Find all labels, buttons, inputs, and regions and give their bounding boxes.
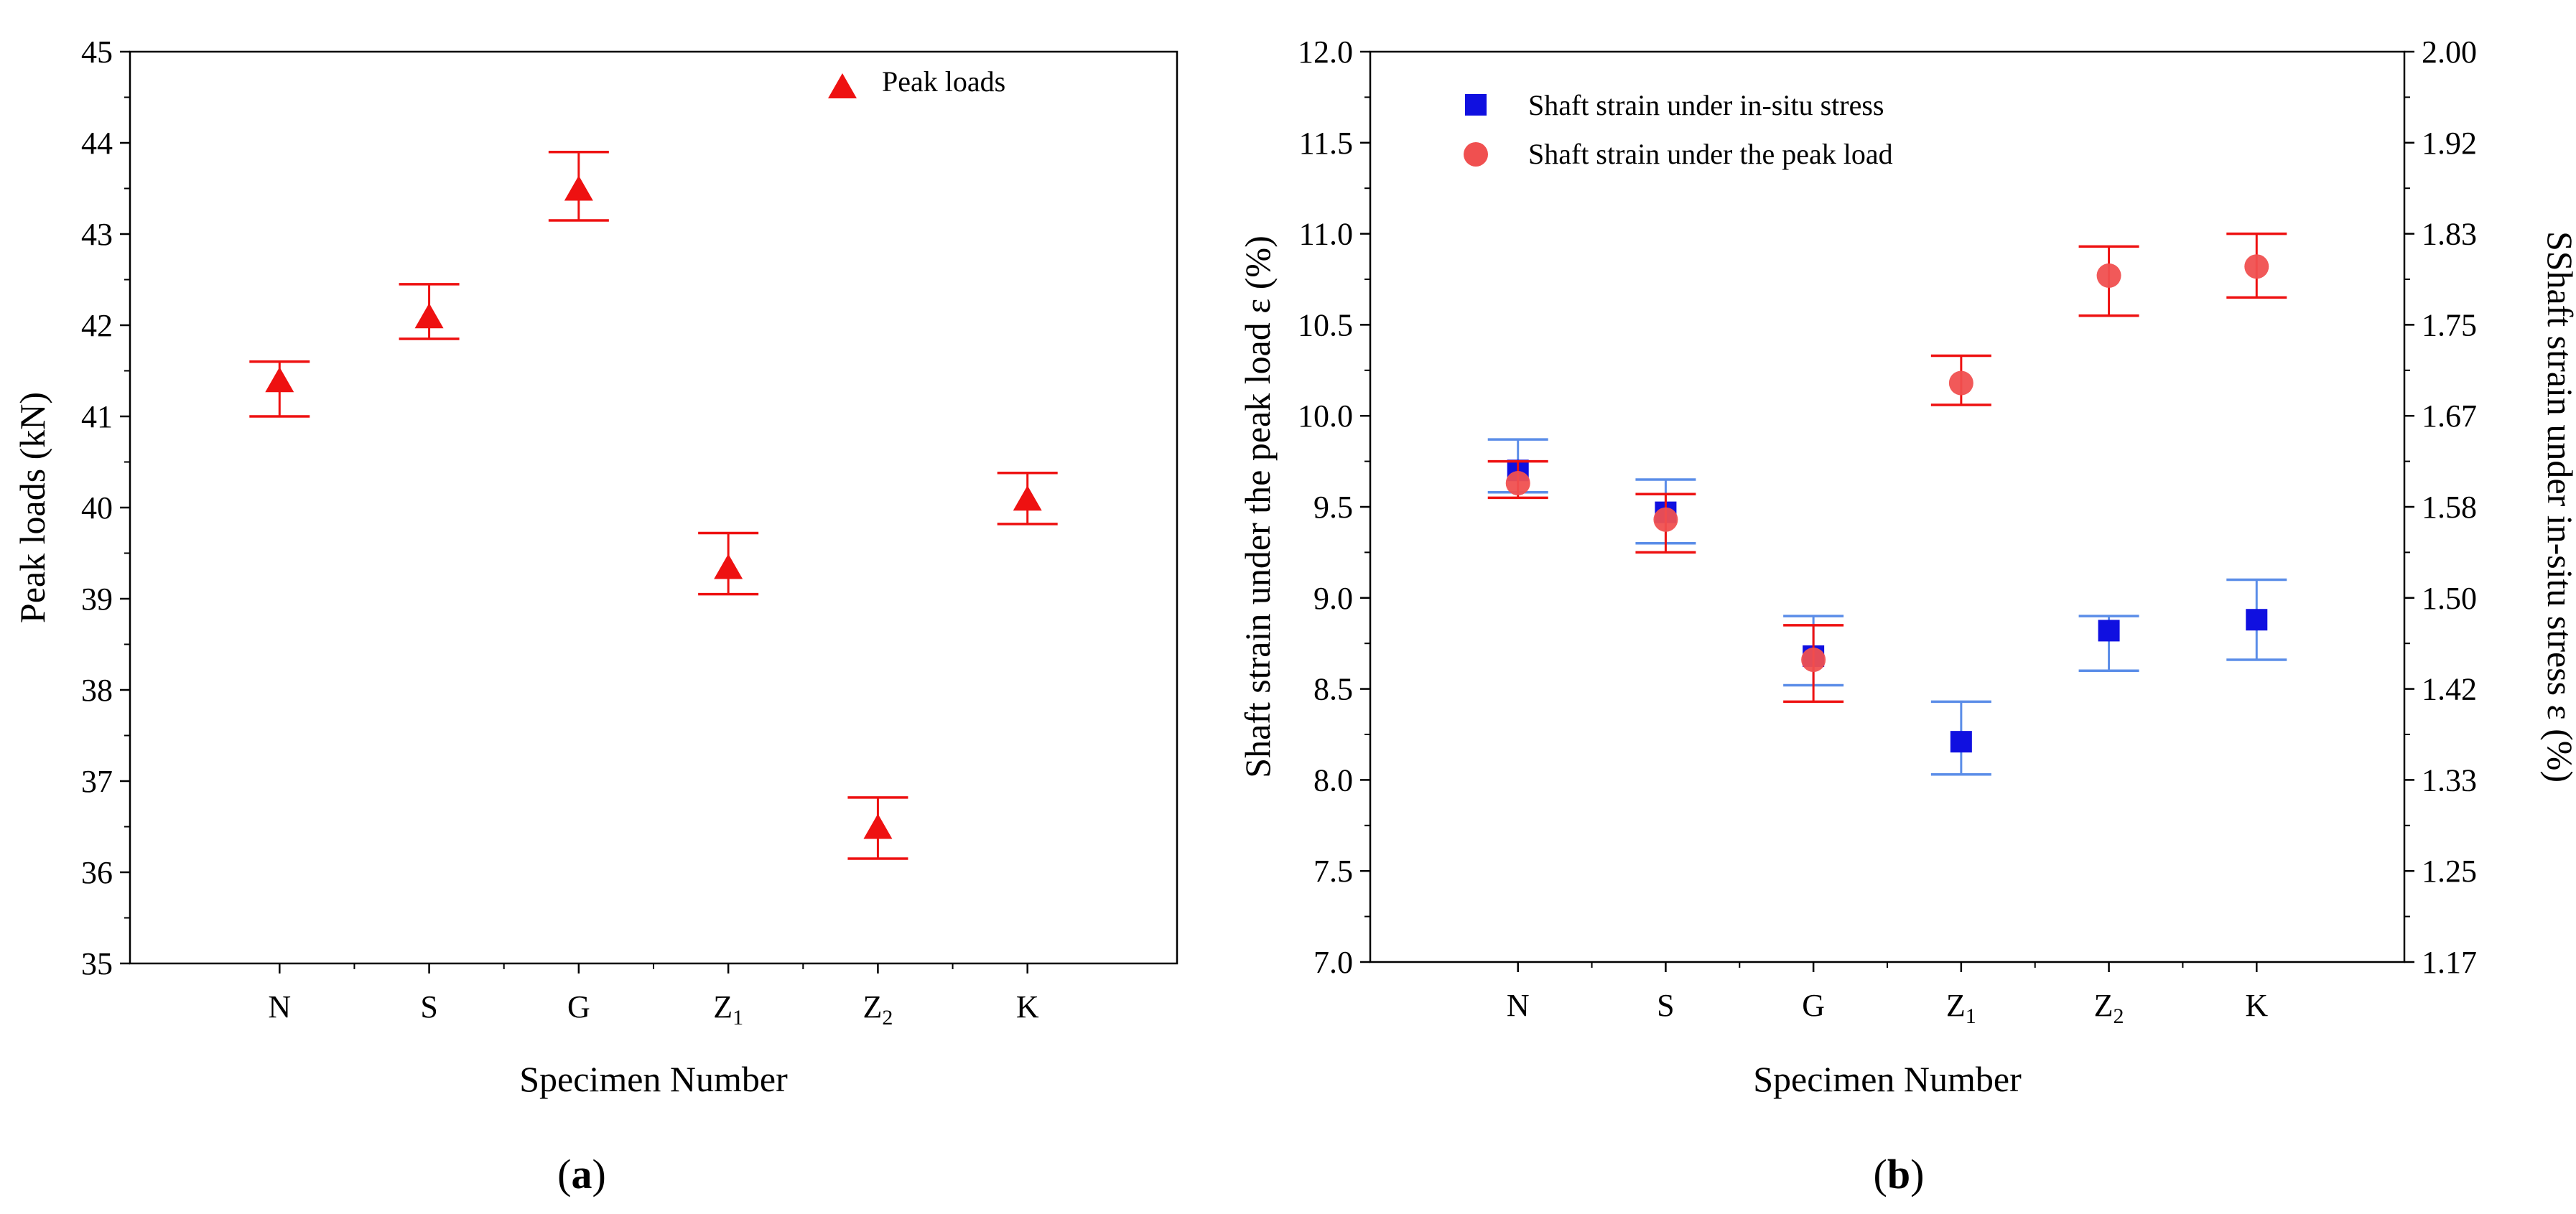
- panel-b-s1-point-1: [1653, 507, 1678, 532]
- panel-b-x-tick-label-4: Z2: [2094, 988, 2124, 1028]
- panel-a: 35 36 37 38 39 40 41 42 43 44 45 N S G Z1 Z2 K Peak loa…: [12, 34, 1178, 1197]
- panel-a-y-tick-label-10: 45: [81, 34, 113, 70]
- panel-b-y-tick-label-0: 7.0: [1313, 945, 1353, 980]
- panel-b-x-tick-label-3: Z1: [1946, 988, 1976, 1028]
- panel-a-y-tick-label-5: 40: [81, 490, 113, 526]
- panel-b-y-tick-label-10: 12.0: [1298, 34, 1353, 70]
- panel-a-y-tick-label-2: 37: [81, 764, 113, 799]
- panel-b-y2-tick-label-2: 1.33: [2422, 762, 2477, 798]
- panel-b-s0-point-5: [2246, 609, 2268, 631]
- panel-b-x-ticks: N S G Z1 Z2 K: [1507, 962, 2268, 1028]
- panel-b-y2-axis-label: SShaft strain under in-situ stress ε (%): [2540, 231, 2576, 783]
- panel-b-y-tick-label-7: 10.5: [1298, 307, 1353, 342]
- panel-a-legend-triangle: [828, 73, 857, 98]
- panel-b-legend-label-1: Shaft strain under in-situ stress: [1528, 89, 1884, 121]
- panel-b-x-axis-label: Specimen Number: [1753, 1059, 2022, 1099]
- panel-b-x-tick-label-2: G: [1802, 988, 1825, 1023]
- panel-a-y-tick-label-0: 35: [81, 946, 113, 981]
- panel-a-x-tick-label-3: Z1: [713, 989, 743, 1029]
- panel-b-label: (b): [1874, 1151, 1925, 1197]
- panel-b-s0-point-3: [1950, 731, 1972, 753]
- panel-a-y-tick-label-4: 39: [81, 582, 113, 617]
- panel-a-s0-point-1: [414, 303, 444, 329]
- panel-b-s1-point-3: [1948, 370, 1973, 396]
- panel-b-y-tick-label-2: 8.0: [1313, 762, 1353, 798]
- panel-a-s0-point-5: [1013, 485, 1042, 511]
- panel-a-y-axis-label: Peak loads (kN): [12, 392, 52, 623]
- panel-a-x-tick-label-2: G: [567, 989, 590, 1024]
- panel-b-legend-circle: [1464, 142, 1488, 167]
- panel-a-s0-point-2: [564, 175, 593, 201]
- panel-b-y-tick-label-9: 11.5: [1299, 126, 1353, 161]
- panel-b-y-tick-label-6: 10.0: [1298, 398, 1353, 434]
- panel-b-y-tick-label-5: 9.5: [1313, 490, 1353, 525]
- panel-a-y-tick-label-8: 43: [81, 217, 113, 252]
- panel-b-y-axis-label: Shaft strain under the peak load ε (%): [1237, 235, 1278, 778]
- panel-b-y2-tick-label-5: 1.58: [2422, 490, 2477, 525]
- panel-b-y-tick-label-4: 9.0: [1313, 581, 1353, 616]
- panel-b-plot-frame: [1369, 50, 2406, 963]
- panel-b-y2-tick-label-0: 1.17: [2422, 945, 2477, 980]
- panel-a-y-tick-label-7: 42: [81, 308, 113, 343]
- panel-b-y2-tick-label-4: 1.50: [2422, 581, 2477, 616]
- panel-a-x-axis-label: Specimen Number: [519, 1059, 788, 1099]
- panel-b-y2-tick-label-7: 1.75: [2422, 307, 2477, 342]
- panel-a-legend-label: Peak loads: [882, 65, 1005, 98]
- panel-a-s0-point-3: [714, 554, 743, 579]
- panel-b-y2-tick-label-9: 1.92: [2422, 126, 2477, 161]
- panel-a-x-tick-label-4: Z2: [862, 989, 893, 1029]
- panel-a-x-ticks: N S G Z1 Z2 K: [268, 963, 1039, 1029]
- panel-a-x-tick-label-5: K: [1016, 989, 1039, 1024]
- panel-a-data-marks: [249, 150, 1058, 860]
- panel-b: 7.0 7.5 8.0 8.5 9.0 9.5 10.0 10.5 11.0 11.5 12.0 1.…: [1237, 34, 2576, 1197]
- panel-a-label: (a): [557, 1151, 606, 1197]
- panel-b-x-tick-label-0: N: [1507, 988, 1530, 1023]
- panel-a-y-tick-label-9: 44: [81, 126, 113, 161]
- panel-b-s1-point-4: [2096, 263, 2121, 288]
- panel-b-legend-label-2: Shaft strain under the peak load: [1528, 138, 1893, 170]
- panel-b-data-marks: [1487, 232, 2287, 776]
- panel-b-legend: Shaft strain under in-situ stress Shaft …: [1464, 89, 1893, 170]
- panel-b-ticks: 7.0 7.5 8.0 8.5 9.0 9.5 10.0 10.5 11.0 11.5 12.0 1.…: [1298, 34, 2477, 980]
- panel-a-x-tick-label-1: S: [420, 989, 437, 1024]
- panel-b-s1-point-5: [2244, 254, 2269, 279]
- panel-a-y-tick-label-6: 41: [81, 399, 113, 434]
- panel-a-ticks: 35 36 37 38 39 40 41 42 43 44 45: [81, 34, 130, 981]
- panel-b-y-tick-label-8: 11.0: [1299, 217, 1353, 252]
- panel-b-legend-square: [1465, 94, 1487, 116]
- panel-b-y2-tick-label-1: 1.25: [2422, 854, 2477, 889]
- panel-b-y2-tick-label-8: 1.83: [2422, 217, 2477, 252]
- panel-b-y-tick-label-1: 7.5: [1313, 854, 1353, 889]
- panel-a-y-tick-label-3: 38: [81, 673, 113, 708]
- panel-b-y2-tick-label-6: 1.67: [2422, 398, 2477, 434]
- panel-a-y-tick-label-1: 36: [81, 855, 113, 890]
- panel-b-x-tick-label-5: K: [2245, 988, 2268, 1023]
- panel-b-s1-point-2: [1801, 648, 1826, 673]
- panel-b-s0-point-4: [2098, 620, 2120, 642]
- panel-a-legend: Peak loads: [828, 65, 1005, 98]
- panel-b-y2-tick-label-3: 1.42: [2422, 672, 2477, 707]
- panel-a-s0-point-0: [265, 367, 294, 393]
- panel-a-x-tick-label-0: N: [268, 989, 291, 1024]
- panel-b-s1-point-0: [1505, 471, 1530, 496]
- panel-b-x-tick-label-1: S: [1657, 988, 1674, 1023]
- panel-a-s0-point-4: [863, 813, 893, 839]
- panel-b-y2-tick-label-10: 2.00: [2422, 34, 2477, 70]
- panel-b-y-tick-label-3: 8.5: [1313, 672, 1353, 707]
